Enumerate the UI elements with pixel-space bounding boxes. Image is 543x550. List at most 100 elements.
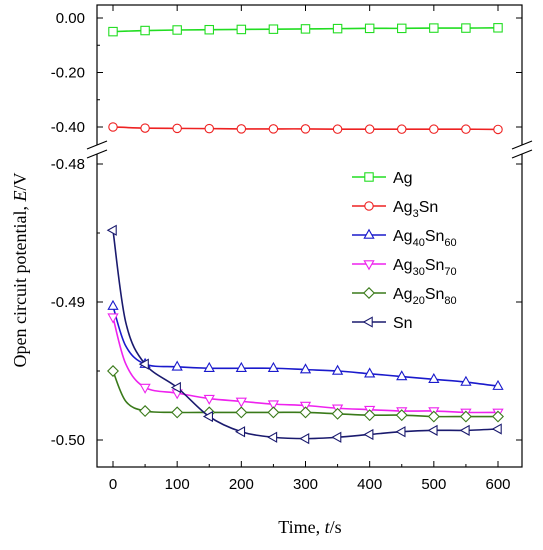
series-1-point-8 <box>364 124 375 134</box>
axis-break-gap-left <box>83 145 103 154</box>
legend-marker-2 <box>363 228 375 239</box>
series-3-point-6 <box>267 400 280 411</box>
legend-entry-0: Ag <box>352 170 413 187</box>
axis-break-mark-left-bottom <box>86 149 108 159</box>
legend-marker-4 <box>363 287 375 299</box>
series-2-point-9 <box>364 367 376 378</box>
legend-label-4-part-0: Ag <box>393 286 413 303</box>
series-1-point-7 <box>332 124 343 134</box>
series-0-point-0 <box>108 26 118 37</box>
y-axis-title-unit: /V <box>10 173 30 191</box>
series-4-point-7 <box>299 406 312 419</box>
legend-label-0-part-0: Ag <box>393 170 413 187</box>
series-5-point-0 <box>106 224 117 236</box>
series-5-point-13 <box>491 423 502 435</box>
legend-marker-1 <box>364 201 374 211</box>
series-4-point-8 <box>331 407 344 420</box>
series-2-point-4 <box>203 361 215 372</box>
series-2-point-5 <box>235 361 247 372</box>
legend-label-2-part-3: 60 <box>444 237 456 249</box>
legend-label-2: Ag40Sn60 <box>393 228 457 249</box>
y-axis-title: Open circuit potential, E/V <box>10 173 30 368</box>
series-0-point-6 <box>300 24 311 34</box>
series-4-point-6 <box>267 406 280 419</box>
series-0-point-2 <box>172 25 182 35</box>
legend-label-0: Ag <box>393 170 413 187</box>
legend-label-3-part-2: Sn <box>425 257 445 274</box>
series-1-point-2 <box>172 123 182 134</box>
series-1-point-4 <box>236 124 247 134</box>
x-axis-title-unit: /s <box>330 517 342 537</box>
series-4-point-13 <box>492 410 504 423</box>
series-4-point-11 <box>427 410 440 423</box>
series-2 <box>107 299 504 390</box>
y-tick-label-lower-1: -0.49 <box>51 294 85 311</box>
series-3-point-2 <box>139 383 151 394</box>
axis-break-gap-right <box>516 145 536 154</box>
legend-marker-0 <box>364 172 374 182</box>
series-2-point-8 <box>331 364 344 375</box>
legend-label-3-part-0: Ag <box>393 257 413 274</box>
y-axis-title-var: E <box>10 191 30 203</box>
legend-label-4-part-1: 20 <box>413 295 425 307</box>
axis-break-mark-left-top <box>86 140 108 150</box>
series-5-point-11 <box>427 424 438 436</box>
legend-label-1-part-2: Sn <box>419 199 439 216</box>
series-2-point-13 <box>492 379 504 390</box>
series-4-point-10 <box>395 409 408 422</box>
series-0-point-12 <box>493 23 503 33</box>
x-tick-label-500: 500 <box>421 476 446 493</box>
series-0-point-4 <box>236 24 247 35</box>
series-5-point-7 <box>299 432 310 445</box>
x-axis-title-var: t <box>325 517 331 537</box>
x-axis-title-main: Time, <box>278 517 324 537</box>
x-axis-title: Time, t/s <box>278 517 341 537</box>
series-2-point-7 <box>299 363 312 374</box>
series-1-point-10 <box>429 124 439 134</box>
x-tick-label-300: 300 <box>293 476 318 493</box>
axis-break-mark-right-bottom <box>511 149 533 159</box>
series-4-point-9 <box>363 409 376 422</box>
series-2-point-10 <box>396 370 408 381</box>
legend-label-1-part-0: Ag <box>393 199 413 216</box>
series-1-point-1 <box>140 123 150 133</box>
series-4-point-12 <box>459 410 472 423</box>
series-5 <box>106 224 502 445</box>
series-5-point-9 <box>363 428 374 441</box>
series-0-point-3 <box>204 24 215 35</box>
series-0-point-8 <box>364 23 375 34</box>
series-1 <box>108 122 503 135</box>
legend-marker-3 <box>363 260 375 271</box>
series-0-point-7 <box>332 23 343 34</box>
y-tick-label-upper-0: 0.00 <box>56 10 85 27</box>
x-tick-label-200: 200 <box>229 476 254 493</box>
x-tick-label-100: 100 <box>165 476 190 493</box>
legend-label-4-part-3: 80 <box>444 295 456 307</box>
series-0-point-11 <box>461 23 471 33</box>
legend-label-5: Sn <box>393 315 413 332</box>
series-4-point-0 <box>107 365 119 377</box>
series-5-point-2 <box>138 358 149 370</box>
legend-entry-1: Ag3Sn <box>352 199 438 220</box>
series-2-point-11 <box>428 372 440 384</box>
legend-label-1: Ag3Sn <box>393 199 438 220</box>
series-1-point-11 <box>461 124 471 134</box>
series-5-point-5 <box>235 426 246 438</box>
plot-frame <box>96 4 523 468</box>
series-0-point-1 <box>140 25 150 36</box>
legend-label-3: Ag30Sn70 <box>393 257 457 278</box>
series-2-point-12 <box>460 375 472 386</box>
legend-label-2-part-0: Ag <box>393 228 413 245</box>
series-1-point-6 <box>300 124 311 134</box>
series-4 <box>107 365 504 423</box>
y-tick-label-upper-1: -0.20 <box>51 65 85 82</box>
legend-label-3-part-1: 30 <box>413 266 425 278</box>
series-0-point-5 <box>268 24 279 34</box>
series-5-point-8 <box>331 431 342 443</box>
series-0-point-10 <box>429 23 439 33</box>
y-tick-label-lower-0: -0.48 <box>51 156 85 173</box>
series-1-point-12 <box>493 124 503 135</box>
legend-label-5-part-0: Sn <box>393 315 413 332</box>
y-tick-label-lower-2: -0.50 <box>51 432 85 449</box>
